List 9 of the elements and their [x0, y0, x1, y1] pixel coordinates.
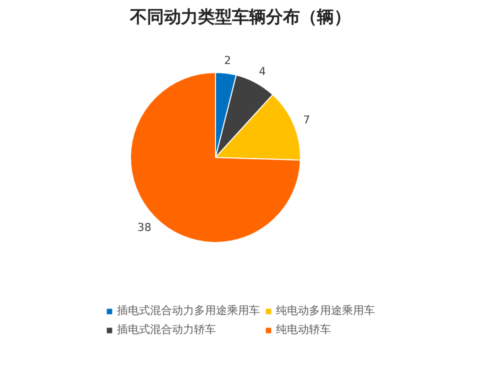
data-label: 7 [303, 113, 310, 126]
legend-label: 纯电动多用途乘用车 [276, 303, 375, 318]
data-label: 4 [258, 64, 266, 78]
legend-label: 插电式混合动力多用途乘用车 [117, 303, 260, 318]
legend-label: 插电式混合动力轿车 [117, 322, 216, 337]
chart-title: 不同动力类型车辆分布（辆） [129, 8, 351, 28]
legend-label: 纯电动轿车 [276, 322, 331, 337]
data-label: 2 [224, 54, 232, 67]
data-label: 38 [137, 220, 152, 234]
